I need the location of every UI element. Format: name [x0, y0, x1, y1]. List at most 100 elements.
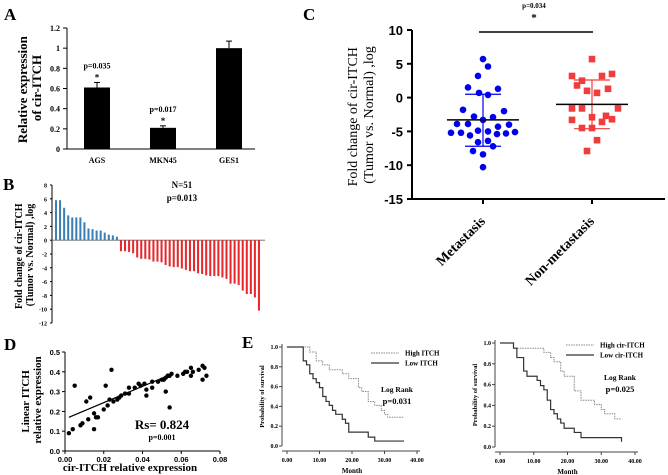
panel-letter-d: D [4, 335, 16, 354]
e-right-ytick-label: 0.8 [484, 362, 492, 368]
c-point-metastasis [464, 120, 472, 128]
e-left-log-rank-label: Log Rank [381, 385, 414, 394]
e-left-xtick-label: 30.00 [378, 458, 392, 464]
c-point-metastasis [466, 132, 474, 139]
c-point-non-metastasis [568, 116, 576, 124]
d-point [126, 385, 132, 390]
b-bar [83, 222, 86, 241]
c-ytick-label: -5 [391, 124, 403, 139]
b-bar [188, 240, 191, 272]
b-bar [75, 217, 78, 241]
b-bar [132, 240, 135, 254]
b-bar [241, 240, 244, 291]
d-point [109, 367, 114, 373]
b-bar [201, 240, 204, 275]
c-point-metastasis [493, 130, 501, 138]
a-ytick-label: 0.6 [50, 85, 60, 94]
c-point-metastasis [484, 128, 492, 135]
c-annotation-p: p=0.034 [522, 2, 546, 10]
c-point-metastasis [494, 85, 502, 93]
c-point-metastasis [453, 120, 461, 128]
d-point [190, 369, 196, 374]
b-bar [140, 240, 143, 259]
b-annotation-n: N=51 [172, 180, 193, 190]
c-point-non-metastasis [614, 105, 622, 112]
c-xtick-non-metastasis: Non-metastasis [523, 214, 598, 289]
d-point [70, 427, 75, 432]
b-bar [209, 240, 212, 277]
b-ytick-label: 2 [44, 225, 47, 231]
e-left-ylabel: Probability of survival [259, 365, 266, 428]
d-point [169, 371, 174, 376]
b-bar [249, 240, 252, 295]
d-ytick-label: 0.3 [50, 388, 60, 397]
b-bar [79, 217, 82, 241]
b-bar [176, 240, 179, 268]
d-ytick-label: 0.1 [50, 427, 60, 436]
a-p-value: p=0.017 [149, 105, 176, 114]
d-annotation-rs: Rs= 0.824 [135, 417, 190, 432]
c-point-metastasis [464, 84, 472, 91]
c-point-non-metastasis [573, 82, 581, 89]
b-bar [172, 240, 175, 268]
c-point-metastasis [469, 147, 477, 155]
c-point-metastasis [505, 121, 513, 128]
e-left-p-value: p=0.031 [383, 396, 412, 406]
e-left-ytick-label: 1.0 [271, 345, 279, 351]
a-ytick-label: 0.8 [50, 64, 60, 73]
b-bar [229, 240, 232, 284]
d-xtick-label: 0.06 [174, 455, 189, 464]
b-bar [180, 240, 183, 269]
c-point-metastasis [484, 137, 492, 145]
c-point-non-metastasis [583, 87, 591, 95]
c-point-metastasis [447, 129, 455, 137]
c-point-non-metastasis [598, 72, 606, 80]
a-significance-star: * [161, 116, 166, 126]
b-bar [233, 240, 236, 284]
b-bar [213, 240, 216, 277]
c-point-non-metastasis [588, 55, 596, 63]
b-bar [119, 240, 122, 252]
d-point [202, 365, 207, 371]
d-xtick-label: 0.00 [58, 455, 73, 464]
e-left-xtick-label: 40.00 [410, 458, 424, 464]
c-ytick-label: -10 [384, 158, 403, 173]
b-ytick-label: -12 [39, 322, 47, 328]
e-left-legend-label: Low ITCH [405, 360, 438, 368]
a-bar [84, 87, 110, 149]
a-ytick-label: 1 [56, 44, 60, 53]
e-left-ytick-label: 0.4 [271, 404, 279, 410]
b-bar [156, 240, 159, 262]
b-bar [221, 240, 224, 278]
b-bar [128, 240, 131, 252]
panel-letter-e: E [242, 333, 253, 352]
b-bar [257, 240, 260, 311]
d-point [204, 373, 209, 378]
d-ylabel: Linear ITCH relative expression [20, 356, 44, 443]
e-left-legend-label: High ITCH [405, 350, 440, 358]
b-bar [59, 200, 62, 241]
b-bar [95, 230, 98, 241]
e-right-ytick-label: 0.4 [484, 403, 492, 409]
a-significance-star: * [95, 72, 100, 82]
panel-letter-c: C [303, 5, 315, 24]
b-ytick-label: -4 [42, 266, 47, 272]
c-ytick-label: -15 [384, 192, 403, 207]
panel-letter-b: B [3, 175, 14, 194]
c-point-metastasis [500, 107, 508, 115]
b-bar [115, 236, 118, 241]
d-point [175, 373, 180, 378]
panel-letter-a: A [4, 5, 17, 24]
c-point-non-metastasis [568, 105, 576, 112]
b-bar [217, 240, 220, 277]
c-point-non-metastasis [583, 147, 591, 155]
c-point-non-metastasis [578, 124, 586, 132]
b-ytick-label: -8 [42, 294, 47, 300]
a-ylabel: Relative expression of cir-ITCH [15, 33, 44, 143]
b-bar [144, 240, 147, 259]
e-left-ytick-label: 0.2 [271, 424, 279, 430]
b-bar [152, 240, 155, 262]
c-xtick-metastasis: Metastasis [434, 214, 490, 270]
c-point-metastasis [470, 113, 478, 120]
